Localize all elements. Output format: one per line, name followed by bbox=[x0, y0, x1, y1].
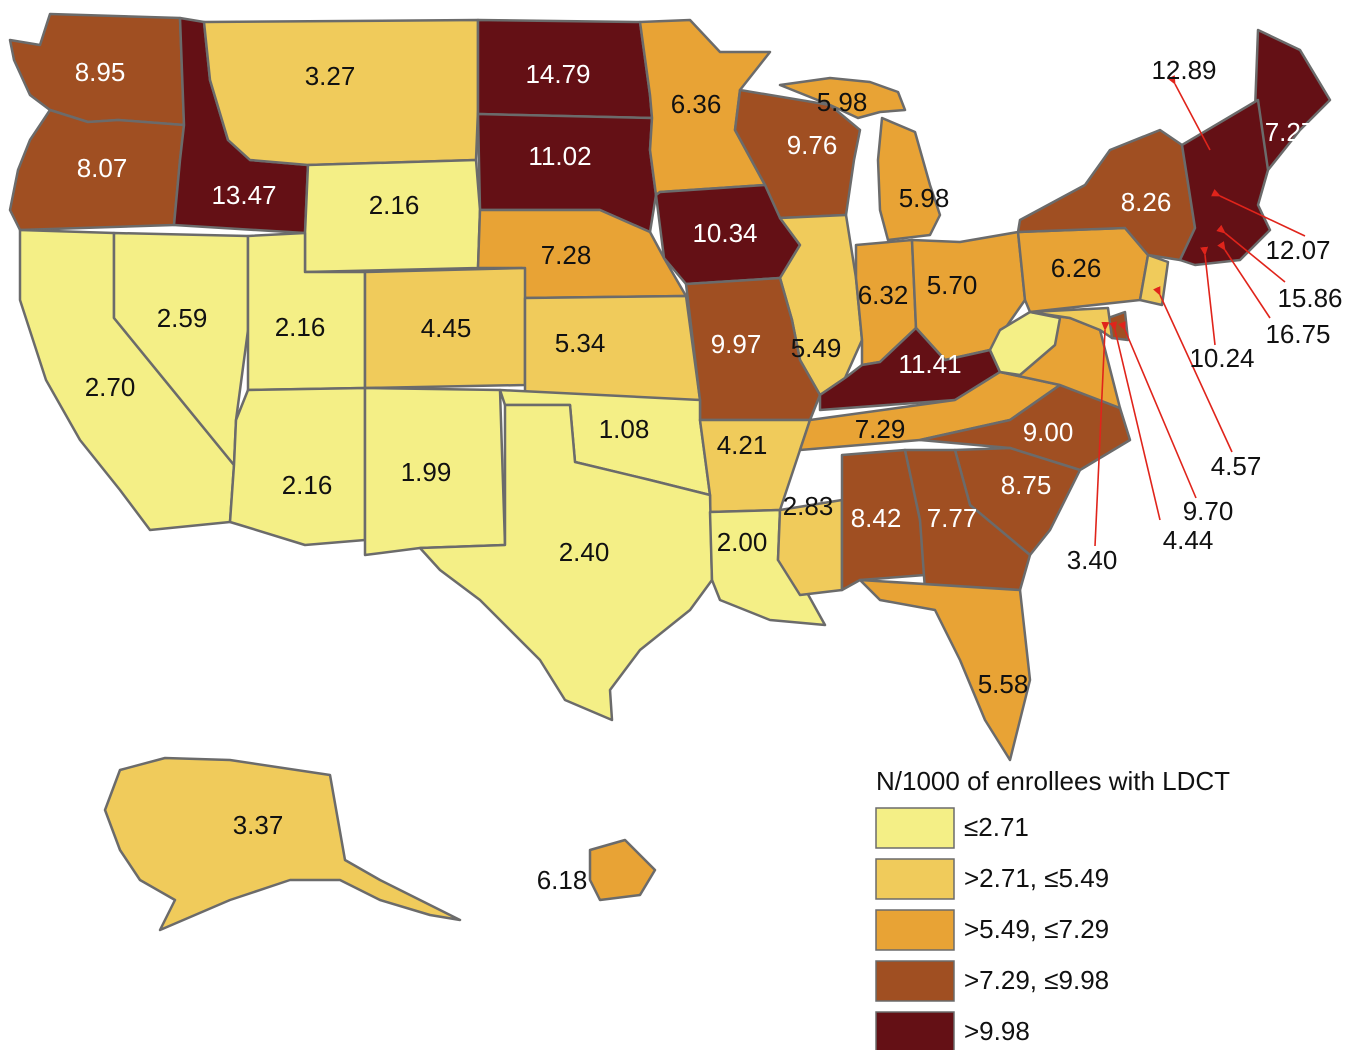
callout-arrow-dc bbox=[1094, 321, 1110, 547]
legend: N/1000 of enrollees with LDCT ≤2.71 >2.71… bbox=[875, 766, 1230, 1050]
callout-arrow-vt bbox=[1167, 75, 1211, 151]
state-value-in: 6.32 bbox=[858, 280, 909, 310]
callout-value-ri: 16.75 bbox=[1265, 319, 1330, 349]
callout-arrow-ri bbox=[1217, 241, 1271, 319]
callout-arrow-md bbox=[1109, 321, 1161, 521]
state-shape-nj bbox=[1138, 253, 1170, 307]
state-value-mi: 5.98 bbox=[899, 183, 950, 213]
state-value-hi: 6.18 bbox=[537, 865, 588, 895]
state-shape-wv bbox=[988, 310, 1062, 377]
state-value-wa: 8.95 bbox=[75, 57, 126, 87]
state-value-mi-up: 5.98 bbox=[817, 87, 868, 117]
state-value-nc: 9.00 bbox=[1023, 417, 1074, 447]
legend-swatch-1 bbox=[875, 807, 955, 849]
state-shape-ms bbox=[776, 498, 844, 597]
state-value-ga: 7.77 bbox=[927, 503, 978, 533]
state-shape-new-england bbox=[1178, 98, 1272, 267]
state-shapes bbox=[8, 12, 1332, 932]
state-shape-mi bbox=[876, 116, 942, 242]
callout-arrow-ct bbox=[1200, 246, 1216, 346]
state-value-or: 8.07 bbox=[77, 153, 128, 183]
state-shape-ga bbox=[903, 448, 1032, 592]
state-value-pa: 6.26 bbox=[1051, 253, 1102, 283]
state-value-oh: 5.70 bbox=[927, 270, 978, 300]
callout-value-dc: 3.40 bbox=[1067, 545, 1118, 575]
state-value-ut: 2.16 bbox=[275, 312, 326, 342]
callout-value-vt: 12.89 bbox=[1151, 55, 1216, 85]
legend-swatch-2 bbox=[875, 858, 955, 900]
state-value-ok: 1.08 bbox=[599, 414, 650, 444]
state-value-mo: 9.97 bbox=[711, 329, 762, 359]
state-value-sc: 8.75 bbox=[1001, 470, 1052, 500]
callout-arrow-de bbox=[1118, 321, 1197, 499]
state-value-labels: 8.95 8.07 13.47 3.27 14.79 11.02 2.16 7.28 6.36 9… bbox=[75, 57, 1316, 895]
state-shape-mt bbox=[202, 18, 480, 167]
callout-value-ma: 15.86 bbox=[1277, 283, 1342, 313]
state-value-nv: 2.59 bbox=[157, 303, 208, 333]
state-value-wy: 2.16 bbox=[369, 190, 420, 220]
state-shape-ky bbox=[818, 326, 1002, 412]
state-value-mt: 3.27 bbox=[305, 61, 356, 91]
state-value-al: 8.42 bbox=[851, 503, 902, 533]
callout-arrow-nh bbox=[1211, 188, 1306, 237]
state-value-ks: 5.34 bbox=[555, 328, 606, 358]
legend-swatch-5 bbox=[875, 1011, 955, 1050]
state-shape-mi-up bbox=[778, 76, 907, 120]
state-value-ar: 4.21 bbox=[717, 430, 768, 460]
state-value-tn: 7.29 bbox=[855, 414, 906, 444]
state-shape-hi bbox=[588, 838, 657, 902]
callout-value-nj: 4.57 bbox=[1211, 451, 1262, 481]
callout-value-md: 4.44 bbox=[1163, 525, 1214, 555]
state-value-ny: 8.26 bbox=[1121, 187, 1172, 217]
state-value-ia: 10.34 bbox=[692, 218, 757, 248]
legend-label-4: >7.29, ≤9.98 bbox=[964, 965, 1109, 995]
callout-arrow-nj bbox=[1153, 286, 1233, 453]
legend-label-1: ≤2.71 bbox=[964, 812, 1029, 842]
callout-arrow-ma bbox=[1216, 224, 1286, 283]
state-value-me: 7.27 bbox=[1265, 117, 1316, 147]
state-value-ms: 2.83 bbox=[783, 491, 834, 521]
state-value-ak: 3.37 bbox=[233, 810, 284, 840]
state-value-tx: 2.40 bbox=[559, 537, 610, 567]
callout-value-ct: 10.24 bbox=[1189, 343, 1254, 373]
state-value-fl: 5.58 bbox=[978, 669, 1029, 699]
legend-swatch-4 bbox=[875, 960, 955, 1002]
legend-title: N/1000 of enrollees with LDCT bbox=[876, 766, 1230, 796]
state-value-az: 2.16 bbox=[282, 470, 333, 500]
state-value-il: 5.49 bbox=[791, 333, 842, 363]
callout-value-labels: 12.89 12.07 15.86 16.75 10.24 4.57 9.704.44 3.4… bbox=[1067, 55, 1343, 575]
state-value-nd: 14.79 bbox=[525, 59, 590, 89]
state-value-ca: 2.70 bbox=[85, 372, 136, 402]
state-value-id: 13.47 bbox=[211, 180, 276, 210]
callout-value-de: 9.70 bbox=[1183, 496, 1234, 526]
state-shape-ak bbox=[103, 756, 462, 932]
state-value-nm: 1.99 bbox=[401, 457, 452, 487]
state-shape-md bbox=[1028, 306, 1114, 340]
legend-swatch-3 bbox=[875, 909, 955, 951]
state-shape-ks bbox=[523, 294, 702, 402]
legend-label-3: >5.49, ≤7.29 bbox=[964, 914, 1109, 944]
state-shape-tx bbox=[418, 403, 714, 722]
state-value-la: 2.00 bbox=[717, 527, 768, 557]
state-value-ky: 11.41 bbox=[898, 349, 961, 379]
state-value-mn: 6.36 bbox=[671, 89, 722, 119]
state-value-wi: 9.76 bbox=[787, 130, 838, 160]
state-shape-fl bbox=[858, 578, 1032, 762]
state-shape-az bbox=[228, 386, 367, 547]
legend-label-5: >9.98 bbox=[964, 1016, 1030, 1046]
state-value-sd: 11.02 bbox=[528, 141, 591, 171]
state-value-ne: 7.28 bbox=[541, 240, 592, 270]
state-value-co: 4.45 bbox=[421, 313, 472, 343]
legend-label-2: >2.71, ≤5.49 bbox=[964, 863, 1109, 893]
callout-value-nh: 12.07 bbox=[1265, 235, 1330, 265]
callout-arrows bbox=[1094, 75, 1306, 547]
